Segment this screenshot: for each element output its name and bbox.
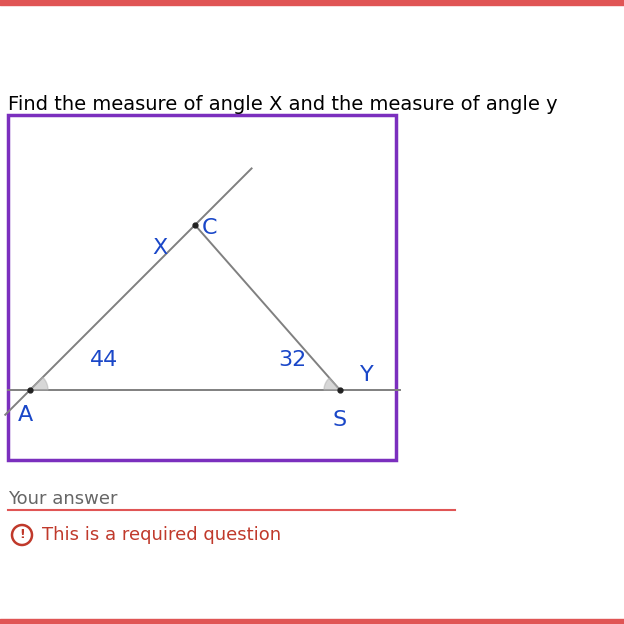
Text: 32: 32 bbox=[278, 350, 306, 370]
Text: C: C bbox=[202, 218, 218, 238]
Text: Your answer: Your answer bbox=[8, 490, 117, 508]
Text: 44: 44 bbox=[90, 350, 119, 370]
Text: This is a required question: This is a required question bbox=[42, 526, 281, 544]
Text: !: ! bbox=[19, 529, 25, 542]
Polygon shape bbox=[324, 378, 340, 390]
Polygon shape bbox=[30, 378, 48, 390]
Text: Y: Y bbox=[360, 365, 374, 385]
Text: S: S bbox=[333, 410, 347, 430]
Text: Find the measure of angle X and the measure of angle y: Find the measure of angle X and the meas… bbox=[8, 95, 558, 114]
Text: A: A bbox=[18, 405, 33, 425]
Text: X: X bbox=[153, 238, 168, 258]
Bar bbox=[8, 115, 396, 460]
